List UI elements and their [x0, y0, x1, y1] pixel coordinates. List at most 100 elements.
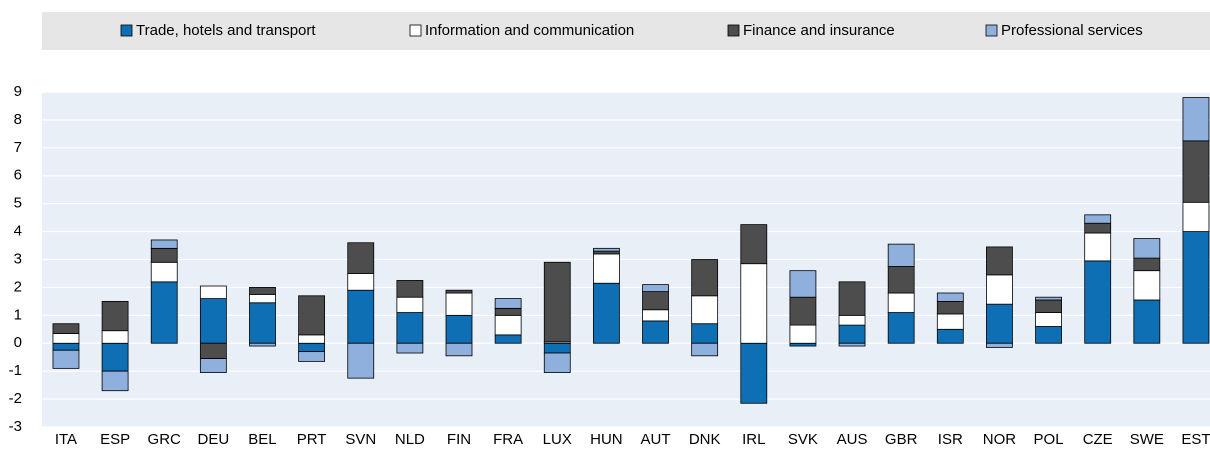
x-tick-label: DEU [198, 431, 230, 448]
bar-segment [691, 295, 719, 325]
x-tick-label: HUN [590, 431, 623, 448]
bar-segment [1182, 231, 1210, 344]
y-tick-label: 3 [14, 250, 22, 267]
legend-swatch [727, 24, 740, 37]
y-tick-label: 2 [14, 278, 22, 295]
bar-segment [642, 284, 669, 293]
bar-segment [347, 289, 375, 344]
bar-segment [789, 296, 817, 326]
bar-segment [740, 224, 768, 265]
bar-segment [396, 342, 424, 354]
bar-segment [101, 300, 129, 332]
bar-segment [150, 239, 178, 249]
bar-segment [52, 333, 80, 344]
x-tick-label: NOR [983, 431, 1017, 448]
bar-segment [642, 309, 669, 322]
x-tick-label: NLD [395, 431, 425, 448]
bar-segment [543, 342, 571, 354]
bar-segment [298, 351, 326, 362]
y-tick-label: 8 [14, 111, 22, 128]
bar-segment [592, 253, 620, 284]
legend-label: Professional services [1001, 22, 1143, 39]
bar-segment [1133, 299, 1161, 344]
bar-segment [592, 250, 620, 255]
bar-segment [101, 330, 129, 344]
bar-segment [199, 358, 227, 373]
bar-segment [642, 291, 669, 311]
x-tick-label: DNK [689, 431, 721, 448]
bar-segment [887, 312, 915, 344]
bar-segment [1133, 257, 1161, 272]
bar-segment [592, 282, 620, 344]
bar-segment [1182, 97, 1210, 142]
bar-segment [838, 342, 866, 347]
bar-segment [199, 298, 227, 344]
x-tick-label: ESP [100, 431, 130, 448]
bar-segment [1182, 201, 1210, 232]
bar-segment [494, 334, 522, 344]
y-tick-label: 4 [14, 223, 22, 240]
bar-segment [543, 261, 571, 343]
bar-segment [445, 314, 473, 344]
x-tick-label: FRA [493, 431, 523, 448]
bar-segment [298, 334, 326, 344]
x-tick-label: BEL [248, 431, 276, 448]
bar-segment [1035, 312, 1062, 327]
bar-segment [249, 342, 276, 347]
bar-segment [740, 342, 768, 404]
legend-swatch [985, 24, 998, 37]
bar-segment [789, 342, 817, 347]
bar-segment [936, 313, 964, 330]
bar-segment [101, 342, 129, 372]
bar-segment [445, 342, 473, 357]
bar-segment [1133, 238, 1161, 259]
legend-swatch [409, 24, 422, 37]
x-tick-label: SVN [345, 431, 376, 448]
bar-segment [249, 293, 276, 304]
bar-segment [887, 292, 915, 313]
bar-segment [396, 280, 424, 298]
bar-segment [150, 281, 178, 344]
bar-segment [494, 314, 522, 336]
bar-segment [740, 263, 768, 344]
y-tick-label: 0 [14, 334, 22, 351]
bar-segment [1035, 326, 1062, 344]
bar-segment [1035, 296, 1062, 301]
x-tick-label: ISR [938, 431, 963, 448]
x-tick-label: CZE [1083, 431, 1113, 448]
bar-segment [543, 352, 571, 373]
bar-segment [199, 285, 227, 299]
bar-segment [1084, 214, 1112, 224]
bar-segment [986, 246, 1013, 276]
bar-segment [1084, 222, 1112, 234]
bar-segment [396, 312, 424, 344]
bar-segment [936, 328, 964, 344]
bar-segment [691, 342, 719, 357]
bar-segment [1182, 140, 1210, 203]
bar-segment [986, 342, 1013, 348]
y-tick-label: 5 [14, 195, 22, 212]
bar-segment [691, 323, 719, 344]
x-tick-label: LUX [543, 431, 572, 448]
bar-segment [494, 298, 522, 309]
legend-swatch [120, 24, 133, 37]
y-tick-label: -3 [9, 418, 22, 435]
legend-label: Information and communication [425, 22, 634, 39]
bar-segment [150, 247, 178, 263]
bar-segment [101, 370, 129, 392]
bar-segment [347, 242, 375, 274]
bar-segment [936, 300, 964, 315]
bar-segment [789, 324, 817, 344]
x-tick-label: GRC [148, 431, 182, 448]
bar-segment [986, 274, 1013, 305]
bar-segment [1084, 260, 1112, 344]
y-tick-label: 1 [14, 306, 22, 323]
x-tick-label: AUT [641, 431, 671, 448]
bar-segment [347, 342, 375, 379]
x-tick-label: FIN [447, 431, 471, 448]
bar-segment [52, 349, 80, 369]
x-tick-label: EST [1181, 431, 1210, 448]
bar-segment [150, 261, 178, 283]
bar-segment [298, 295, 326, 336]
